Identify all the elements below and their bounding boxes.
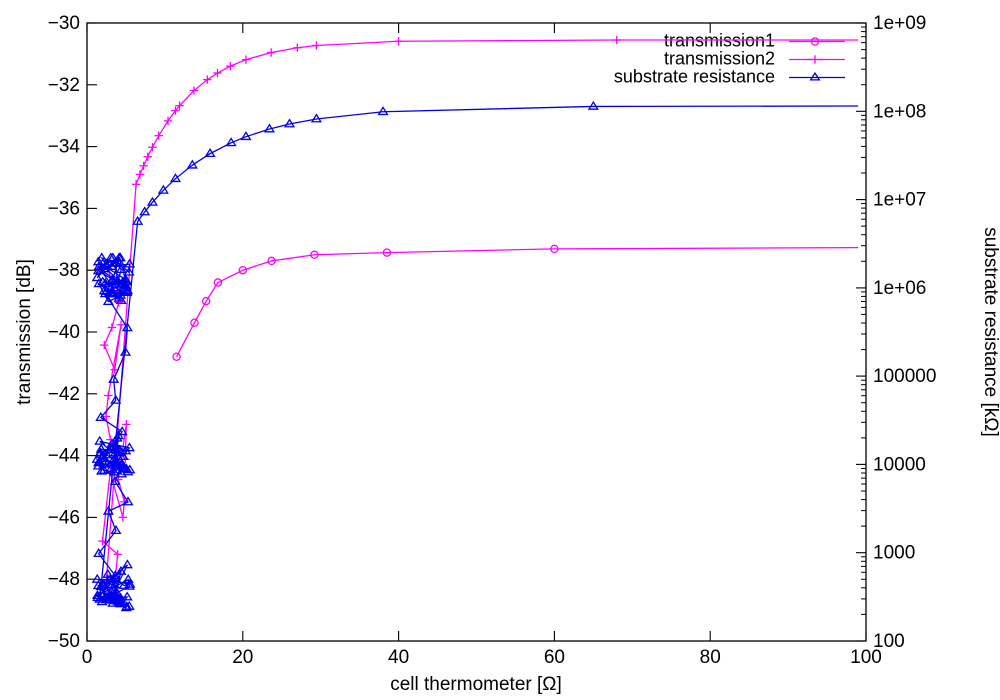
svg-text:cell thermometer [Ω]: cell thermometer [Ω] <box>390 674 562 695</box>
svg-text:−34: −34 <box>48 137 81 158</box>
svg-text:−40: −40 <box>48 322 80 343</box>
svg-text:1e+06: 1e+06 <box>873 278 926 299</box>
svg-text:1e+09: 1e+09 <box>873 13 926 34</box>
svg-text:−36: −36 <box>48 198 80 219</box>
svg-text:20: 20 <box>232 647 253 668</box>
svg-text:1000: 1000 <box>873 543 915 564</box>
svg-text:100: 100 <box>873 631 905 652</box>
svg-text:−48: −48 <box>48 569 80 590</box>
svg-text:0: 0 <box>82 647 93 668</box>
svg-text:80: 80 <box>700 647 721 668</box>
svg-text:−42: −42 <box>48 384 80 405</box>
svg-text:−44: −44 <box>48 446 81 467</box>
svg-text:1e+08: 1e+08 <box>873 101 926 122</box>
svg-text:40: 40 <box>388 647 409 668</box>
svg-text:−50: −50 <box>48 631 80 652</box>
svg-text:transmission [dB]: transmission [dB] <box>14 259 35 405</box>
svg-text:10000: 10000 <box>873 454 926 475</box>
svg-text:−38: −38 <box>48 260 80 281</box>
svg-text:substrate resistance: substrate resistance <box>614 67 775 87</box>
svg-text:1e+07: 1e+07 <box>873 190 926 211</box>
svg-text:−30: −30 <box>48 13 80 34</box>
svg-text:−46: −46 <box>48 507 80 528</box>
svg-text:60: 60 <box>544 647 565 668</box>
svg-text:substrate resistance [kΩ]: substrate resistance [kΩ] <box>980 227 1000 437</box>
svg-text:−32: −32 <box>48 75 80 96</box>
svg-text:100000: 100000 <box>873 366 936 387</box>
svg-text:transmission2: transmission2 <box>664 49 775 69</box>
